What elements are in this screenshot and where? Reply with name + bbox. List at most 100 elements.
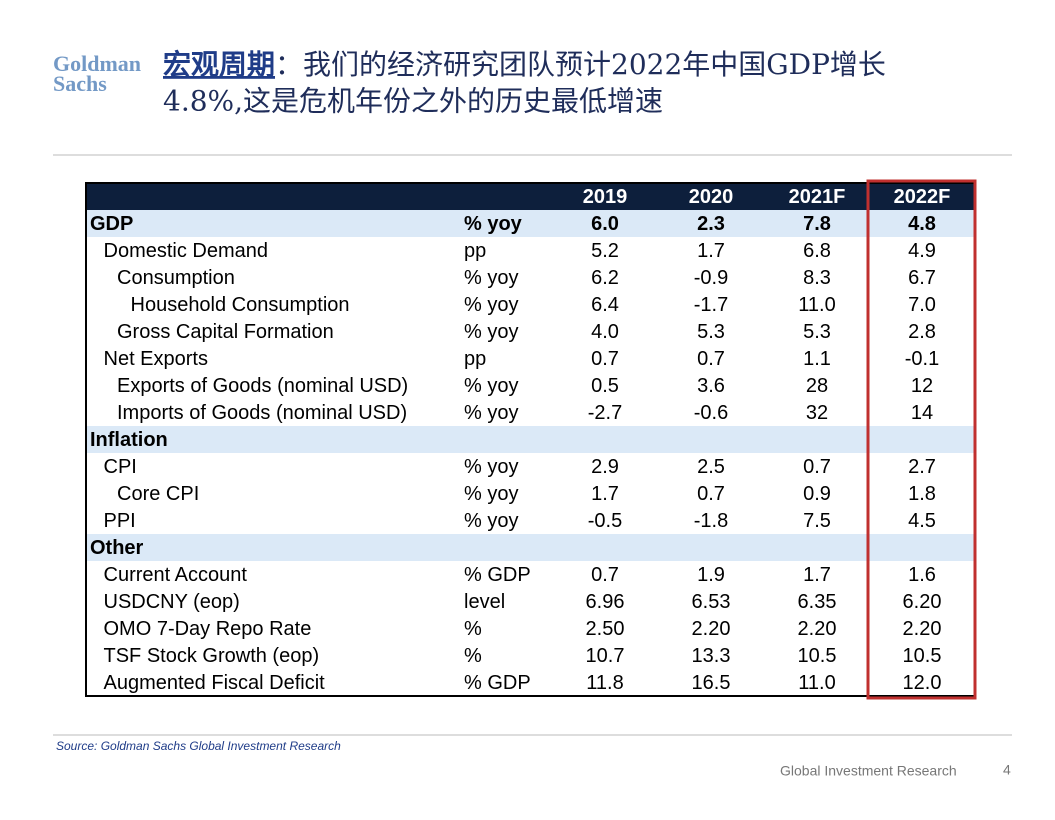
row-label: Core CPI xyxy=(117,483,199,505)
value: 2.3 xyxy=(697,213,725,235)
value: -0.6 xyxy=(694,402,728,424)
value: 6.96 xyxy=(586,591,625,613)
value: 0.7 xyxy=(697,483,725,505)
value: 3.6 xyxy=(697,375,725,397)
value: 1.8 xyxy=(908,483,936,505)
unit: % yoy xyxy=(464,213,523,235)
table: 2019 2020 2021F 2022F GDP % yoy 6.0 2.3 7.8 4.8 Do… xyxy=(85,179,977,700)
section-row xyxy=(86,534,975,561)
highlight-box xyxy=(866,179,977,700)
unit: pp xyxy=(464,348,486,370)
logo: Sachs xyxy=(53,71,107,96)
column-header: 2020 xyxy=(689,186,734,208)
value: 32 xyxy=(806,402,828,424)
value: -0.9 xyxy=(694,267,728,289)
value: 7.8 xyxy=(803,213,831,235)
value: 2.7 xyxy=(908,456,936,478)
row-label: Net Exports xyxy=(104,348,208,370)
value: 11.0 xyxy=(798,672,835,694)
unit: % yoy xyxy=(464,456,518,478)
unit: % yoy xyxy=(464,267,518,289)
value: 8.3 xyxy=(803,267,831,289)
row-label: Other xyxy=(90,537,144,559)
value: 6.8 xyxy=(803,240,831,262)
row-label: USDCNY (eop) xyxy=(104,591,240,613)
unit: % yoy xyxy=(464,483,518,505)
section-row xyxy=(86,426,975,453)
value: 28 xyxy=(806,375,828,397)
value: 1.1 xyxy=(803,348,831,370)
value: 4.9 xyxy=(908,240,936,262)
value: 1.7 xyxy=(697,240,725,262)
column-header: 2021F xyxy=(789,186,846,208)
row-label: Consumption xyxy=(117,267,235,289)
value: 0.7 xyxy=(591,564,619,586)
source: Source: Goldman Sachs Global Investment … xyxy=(56,739,341,753)
value: 10.7 xyxy=(586,645,625,667)
value: 5.2 xyxy=(591,240,619,262)
value: -0.5 xyxy=(588,510,622,532)
value: 0.7 xyxy=(697,348,725,370)
value: 2.20 xyxy=(692,618,731,640)
row-label: CPI xyxy=(104,456,137,478)
unit: pp xyxy=(464,240,486,262)
row-label: Gross Capital Formation xyxy=(117,321,334,343)
unit: % xyxy=(464,645,482,667)
value: 11.8 xyxy=(586,672,623,694)
value: 6.0 xyxy=(591,213,619,235)
unit: % GDP xyxy=(464,672,531,694)
title: 宏观周期：我们的经济研究团队预计2022年中国GDP增长 xyxy=(163,48,886,81)
unit: % xyxy=(464,618,482,640)
unit: % yoy xyxy=(464,510,518,532)
column-header: 2022F xyxy=(894,186,951,208)
unit: % yoy xyxy=(464,375,518,397)
logo: Goldman xyxy=(53,51,141,76)
row-label: Exports of Goods (nominal USD) xyxy=(117,375,408,397)
value: -0.1 xyxy=(905,348,939,370)
value: 12 xyxy=(911,375,933,397)
unit: % yoy xyxy=(464,321,518,343)
row-label: PPI xyxy=(104,510,136,532)
value: 6.4 xyxy=(591,294,619,316)
row-label: Augmented Fiscal Deficit xyxy=(104,672,326,694)
value: 2.8 xyxy=(908,321,936,343)
row-label: TSF Stock Growth (eop) xyxy=(104,645,320,667)
value: 7.5 xyxy=(803,510,831,532)
value: 16.5 xyxy=(692,672,731,694)
row-label: Household Consumption xyxy=(131,294,350,316)
value: 2.20 xyxy=(798,618,837,640)
value: 5.3 xyxy=(803,321,831,343)
unit: level xyxy=(464,591,505,613)
value: 5.3 xyxy=(697,321,725,343)
value: -1.8 xyxy=(694,510,728,532)
value: 14 xyxy=(911,402,933,424)
column-header: 2019 xyxy=(583,186,628,208)
value: 4.8 xyxy=(908,213,936,235)
row-label: OMO 7-Day Repo Rate xyxy=(104,618,312,640)
title-text: ：我们的经济研究团队预计2022年中国GDP增长 xyxy=(275,48,886,81)
value: 1.6 xyxy=(908,564,936,586)
page-number: 4 xyxy=(1003,762,1011,778)
value: 6.7 xyxy=(908,267,936,289)
value: 4.0 xyxy=(591,321,619,343)
value: 7.0 xyxy=(908,294,936,316)
value: 6.53 xyxy=(692,591,731,613)
row-label: GDP xyxy=(90,213,133,235)
value: 6.2 xyxy=(591,267,619,289)
value: 11.0 xyxy=(798,294,835,316)
value: 6.20 xyxy=(903,591,942,613)
value: 6.35 xyxy=(798,591,837,613)
value: 2.20 xyxy=(903,618,942,640)
unit: % GDP xyxy=(464,564,531,586)
value: 0.7 xyxy=(803,456,831,478)
value: -1.7 xyxy=(694,294,728,316)
row-label: Current Account xyxy=(104,564,248,586)
row-label: Imports of Goods (nominal USD) xyxy=(117,402,407,424)
value: 1.9 xyxy=(697,564,725,586)
value: 2.9 xyxy=(591,456,619,478)
row-label: Inflation xyxy=(90,429,168,451)
brand: Global Investment Research xyxy=(780,763,957,779)
value: 10.5 xyxy=(903,645,942,667)
